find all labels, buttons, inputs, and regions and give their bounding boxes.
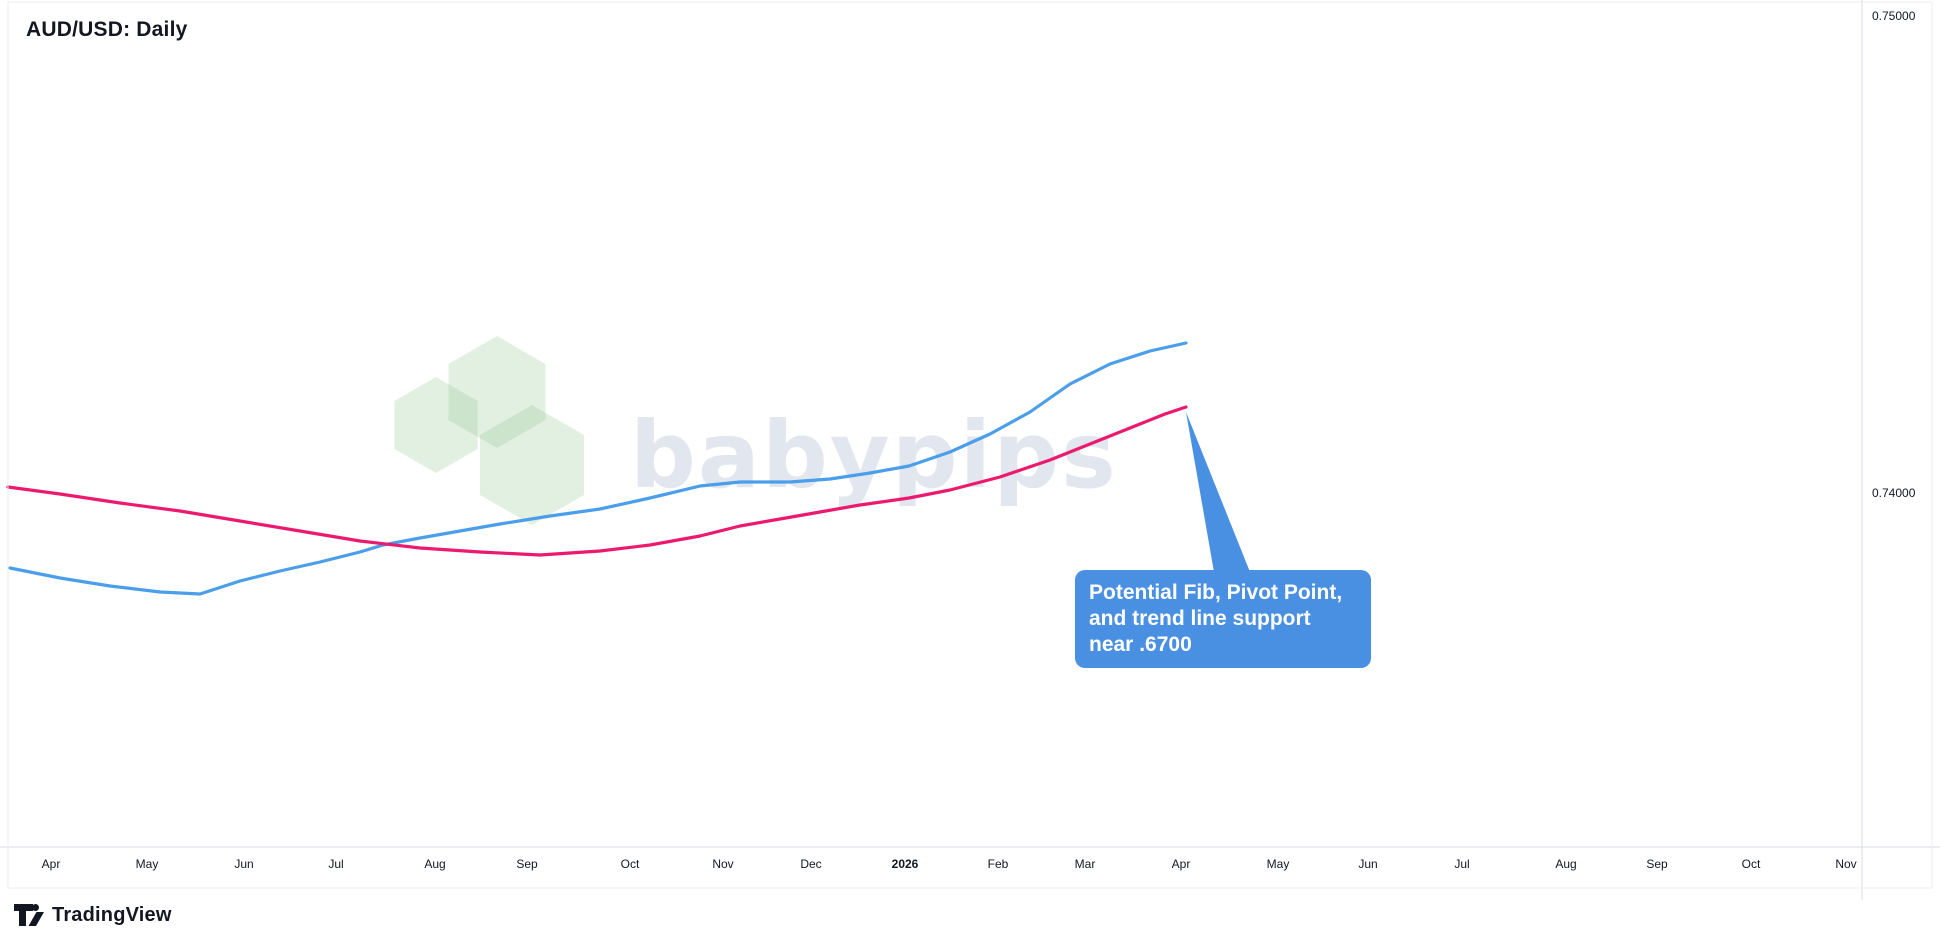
price-tick-label: 0.75000 bbox=[1872, 9, 1916, 23]
month-tick-label: Oct bbox=[620, 857, 640, 871]
month-tick-label: Apr bbox=[1171, 857, 1191, 871]
month-tick-label: Jun bbox=[1358, 857, 1378, 871]
month-tick-label: Jul bbox=[328, 857, 344, 871]
tradingview-logo-icon bbox=[14, 904, 44, 926]
tradingview-logo[interactable]: TradingView bbox=[14, 903, 172, 927]
month-tick-label: Apr bbox=[41, 857, 61, 871]
month-tick-label: Oct bbox=[1741, 857, 1761, 871]
watermark-cube bbox=[480, 405, 584, 525]
month-tick-label: Dec bbox=[800, 857, 822, 871]
month-tick-label: Nov bbox=[1835, 857, 1857, 871]
watermark-cube bbox=[394, 377, 478, 473]
month-tick-label: Aug bbox=[1555, 857, 1577, 871]
month-tick-label: Mar bbox=[1074, 857, 1096, 871]
month-tick-label: May bbox=[135, 857, 159, 871]
month-tick-label: Feb bbox=[987, 857, 1009, 871]
month-tick-label: May bbox=[1266, 857, 1290, 871]
month-tick-label: Sep bbox=[516, 857, 538, 871]
month-tick-label: Jul bbox=[1454, 857, 1470, 871]
annotation-callout[interactable]: Potential Fib, Pivot Point, and trend li… bbox=[1075, 570, 1371, 668]
moving-average-pink[interactable] bbox=[6, 405, 1188, 557]
month-tick-label: Nov bbox=[712, 857, 734, 871]
month-tick-label: Jun bbox=[234, 857, 254, 871]
month-tick-label: 2026 bbox=[891, 857, 919, 871]
price-tick-label: 0.74000 bbox=[1872, 486, 1916, 500]
tradingview-brand-text: TradingView bbox=[52, 903, 172, 926]
callout-tail bbox=[1186, 412, 1250, 572]
page-title: AUD/USD: Daily bbox=[26, 18, 188, 41]
month-tick-label: Sep bbox=[1646, 857, 1668, 871]
month-tick-label: Aug bbox=[424, 857, 446, 871]
watermark-cube bbox=[448, 336, 546, 448]
watermark-text: babypips bbox=[630, 402, 1118, 509]
moving-average-blue[interactable] bbox=[8, 341, 1188, 596]
